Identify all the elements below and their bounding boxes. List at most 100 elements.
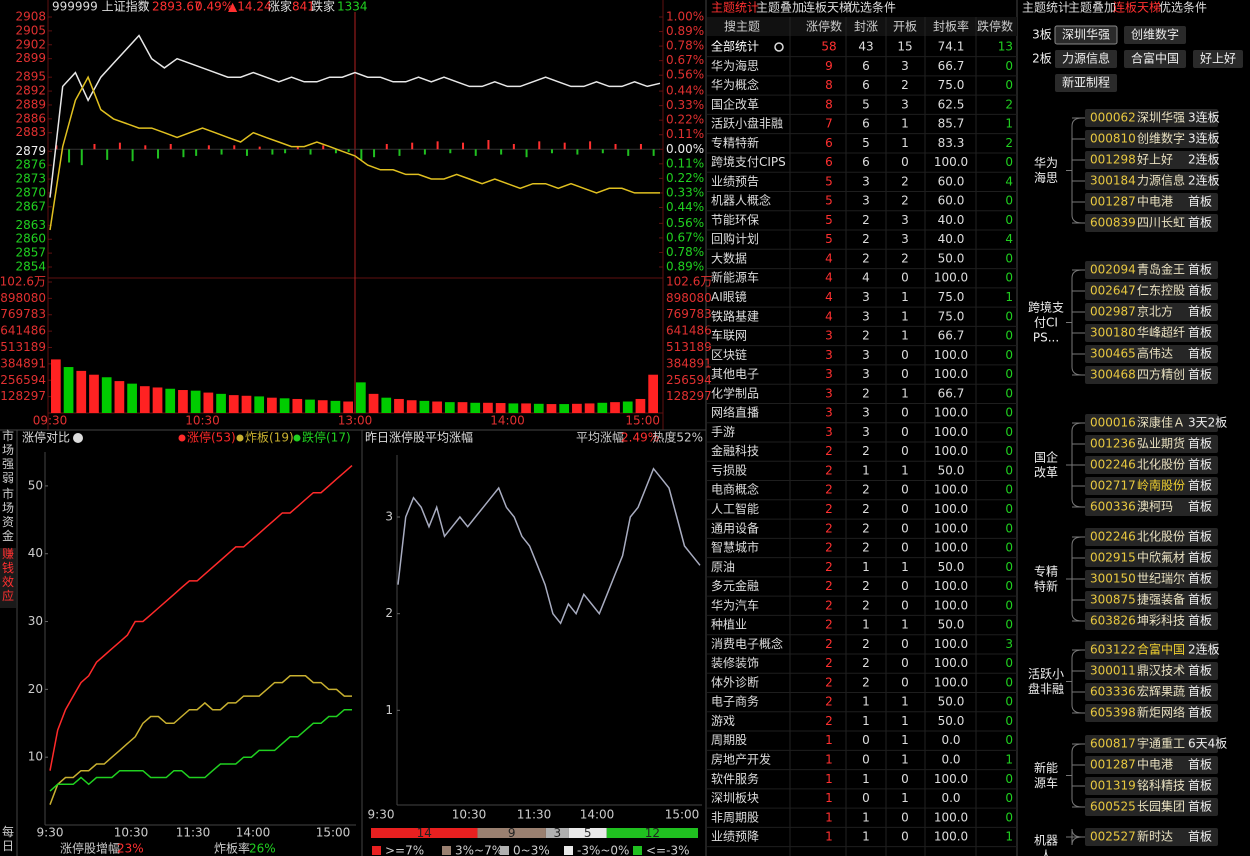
stock-code[interactable]: 300184 — [1090, 174, 1136, 188]
stock-name[interactable]: 深圳华强 — [1137, 111, 1185, 125]
stock-row[interactable] — [1085, 704, 1218, 722]
theme-name[interactable]: 软件服务 — [711, 771, 759, 786]
column-header[interactable]: 搜主题 — [724, 19, 760, 34]
stock-code[interactable]: 300180 — [1090, 326, 1136, 340]
theme-name[interactable]: 新能源车 — [711, 270, 759, 285]
tab[interactable]: 主题统计 — [1022, 1, 1070, 15]
stock-code[interactable]: 605398 — [1090, 706, 1136, 720]
stock-name[interactable]: 宏辉果蔬 — [1137, 684, 1185, 699]
info-icon[interactable] — [73, 433, 83, 443]
theme-name[interactable]: 亏损股 — [711, 463, 747, 477]
stock-row[interactable] — [1085, 193, 1218, 211]
stock-chip[interactable] — [1055, 50, 1117, 68]
stock-name[interactable]: 坤彩科技 — [1137, 613, 1185, 628]
theme-name[interactable]: 手游 — [711, 425, 735, 439]
theme-name[interactable]: 周期股 — [711, 733, 747, 747]
theme-name[interactable]: 其他电子 — [711, 367, 759, 381]
stock-code[interactable]: 001319 — [1090, 779, 1136, 793]
stock-row[interactable] — [1085, 324, 1218, 342]
stock-name[interactable]: 澳柯玛 — [1137, 500, 1173, 514]
theme-name[interactable]: 区块链 — [711, 347, 747, 362]
stock-name[interactable]: 铭科精技 — [1137, 778, 1185, 793]
stock-row[interactable] — [1085, 456, 1218, 474]
stock-name[interactable]: 中电港 — [1137, 194, 1173, 209]
column-header[interactable]: 涨停数 — [806, 19, 842, 34]
stock-code[interactable]: 603826 — [1090, 614, 1136, 628]
stock-row[interactable] — [1085, 683, 1218, 701]
theme-name[interactable]: 跨境支付CIPS — [711, 154, 786, 169]
theme-name[interactable]: 回购计划 — [711, 231, 759, 246]
stock-code[interactable]: 600525 — [1090, 800, 1136, 814]
stock-name[interactable]: 世纪瑞尔 — [1137, 571, 1185, 586]
theme-name[interactable]: 全部统计 — [711, 39, 759, 54]
column-header[interactable]: 封涨 — [854, 19, 878, 34]
stock-name[interactable]: 弘业期货 — [1137, 436, 1185, 451]
theme-name[interactable]: 华为海思 — [711, 58, 759, 73]
tab[interactable]: 主题叠加 — [756, 1, 804, 15]
stock-chip[interactable] — [1124, 26, 1186, 44]
stock-name[interactable]: 高伟达 — [1137, 346, 1173, 361]
stock-row[interactable] — [1085, 798, 1218, 816]
stock-code[interactable]: 001236 — [1090, 437, 1136, 451]
stock-code[interactable]: 603122 — [1090, 643, 1136, 657]
stock-row[interactable] — [1085, 303, 1218, 321]
theme-name[interactable]: 网络直播 — [711, 405, 759, 420]
column-header[interactable]: 封板率 — [933, 19, 969, 34]
stock-code[interactable]: 002915 — [1090, 551, 1136, 565]
stock-row[interactable] — [1085, 662, 1218, 680]
stock-code[interactable]: 002246 — [1090, 458, 1136, 472]
stock-chip[interactable] — [1055, 74, 1117, 92]
theme-name[interactable]: 华为汽车 — [711, 597, 759, 612]
stock-code[interactable]: 001287 — [1090, 758, 1136, 772]
stock-row[interactable] — [1085, 498, 1218, 516]
stock-row[interactable] — [1085, 414, 1218, 432]
theme-name[interactable]: 华为概念 — [711, 77, 759, 92]
theme-name[interactable]: 化学制品 — [711, 385, 759, 400]
stock-name[interactable]: 中欣氟材 — [1137, 550, 1185, 565]
theme-name[interactable]: 专精特新 — [711, 135, 759, 150]
stock-row[interactable] — [1085, 528, 1218, 546]
stock-code[interactable]: 603336 — [1090, 685, 1136, 699]
stock-code[interactable]: 600817 — [1090, 737, 1136, 751]
stock-name[interactable]: 合富中国 — [1137, 642, 1185, 657]
stock-name[interactable]: 捷强装备 — [1137, 593, 1185, 607]
stock-row[interactable] — [1085, 130, 1218, 148]
theme-name[interactable]: AI眼镜 — [711, 289, 747, 304]
stock-row[interactable] — [1085, 828, 1218, 846]
stock-chip[interactable] — [1193, 50, 1243, 68]
theme-name[interactable]: 体外诊断 — [711, 674, 759, 689]
stock-name[interactable]: 宇通重工 — [1137, 737, 1185, 751]
stock-row[interactable] — [1085, 435, 1218, 453]
theme-name[interactable]: 多元金融 — [711, 578, 759, 593]
stock-name[interactable]: 深康佳Ａ — [1137, 415, 1185, 430]
theme-name[interactable]: 智慧城市 — [711, 540, 759, 555]
stock-name[interactable]: 好上好 — [1137, 153, 1173, 167]
sidebar-tab[interactable]: 赚钱效应 — [2, 546, 14, 603]
stock-code[interactable]: 002527 — [1090, 830, 1136, 844]
stock-row[interactable] — [1085, 641, 1218, 659]
sidebar-tab[interactable]: 每日 — [2, 824, 14, 853]
stock-code[interactable]: 300150 — [1090, 572, 1136, 586]
stock-row[interactable] — [1085, 345, 1218, 363]
stock-row[interactable] — [1085, 735, 1218, 753]
sidebar-tab[interactable]: 市场资金 — [2, 486, 14, 543]
theme-name[interactable]: 机器人概念 — [711, 193, 771, 208]
stock-code[interactable]: 300468 — [1090, 368, 1136, 382]
stock-chip-name[interactable]: 新亚制程 — [1062, 75, 1110, 90]
theme-name[interactable]: 电商概念 — [711, 482, 759, 497]
stock-name[interactable]: 四川长虹 — [1137, 216, 1185, 230]
stock-code[interactable]: 300011 — [1090, 664, 1136, 678]
tab[interactable]: 连板天梯 — [1113, 0, 1161, 15]
theme-name[interactable]: 种植业 — [711, 617, 747, 632]
stock-code[interactable]: 600839 — [1090, 216, 1136, 230]
theme-name[interactable]: 原油 — [711, 560, 735, 574]
stock-row[interactable] — [1085, 549, 1218, 567]
stock-name[interactable]: 长园集团 — [1137, 799, 1185, 814]
theme-name[interactable]: 深圳板块 — [711, 791, 759, 805]
theme-name[interactable]: 国企改革 — [711, 96, 759, 111]
stock-code[interactable]: 002987 — [1090, 305, 1136, 319]
stock-row[interactable] — [1085, 282, 1218, 300]
theme-name[interactable]: 装修装饰 — [711, 655, 759, 670]
stock-chip[interactable] — [1054, 25, 1118, 45]
theme-name[interactable]: 金融科技 — [711, 443, 759, 458]
